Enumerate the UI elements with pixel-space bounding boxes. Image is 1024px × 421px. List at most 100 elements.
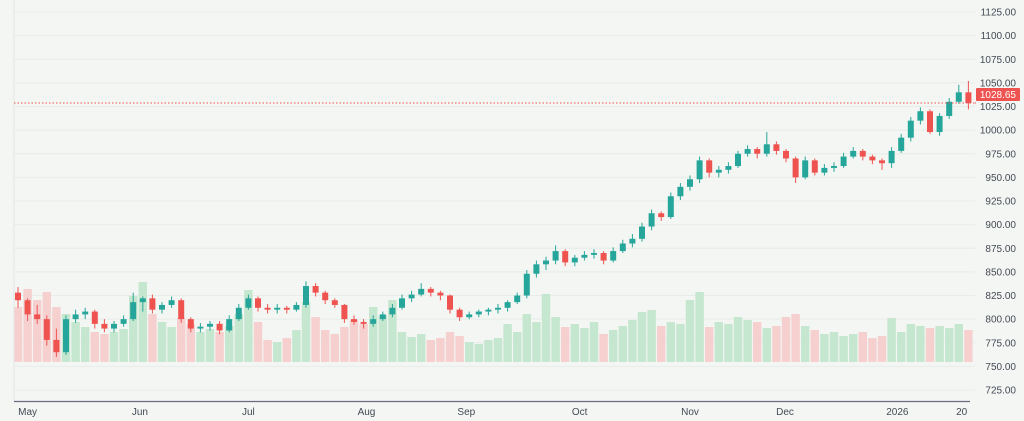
volume-bar — [599, 334, 608, 362]
candle-up — [581, 254, 588, 258]
last-price-marker: 1028.65 — [14, 88, 1020, 104]
candle-up — [735, 153, 741, 167]
volume-bar — [282, 338, 291, 362]
y-tick-label: 950.00 — [985, 173, 1016, 184]
volume-bar — [551, 317, 560, 362]
volume-bar — [349, 320, 359, 362]
volume-bar — [954, 324, 963, 362]
candle-up — [475, 311, 482, 315]
candle-down — [859, 150, 866, 157]
candle-up — [946, 101, 953, 116]
volume-bar — [13, 307, 23, 362]
candle-down — [34, 314, 41, 320]
candle-down — [706, 160, 713, 173]
candle-down — [360, 321, 367, 324]
volume-bar — [263, 340, 272, 362]
y-tick-label: 1100.00 — [981, 31, 1017, 42]
y-tick-label: 1075.00 — [980, 55, 1017, 66]
candle-up — [840, 156, 847, 167]
volume-bar — [877, 336, 887, 362]
candle-down — [562, 251, 569, 263]
candle-down — [15, 292, 21, 301]
volume-bar — [445, 332, 455, 362]
x-tick-label: Nov — [681, 407, 699, 418]
volume-bar — [925, 328, 935, 362]
volume-bar — [839, 336, 848, 362]
x-tick-label: Jul — [242, 407, 255, 418]
candle-up — [226, 319, 233, 331]
candle-up — [235, 307, 242, 320]
candle-up — [72, 314, 79, 320]
volume-bar — [570, 324, 579, 362]
candle-up — [274, 307, 281, 310]
candle-up — [408, 294, 415, 299]
y-tick-label: 725.00 — [985, 386, 1016, 397]
candle-up — [533, 264, 540, 274]
candle-down — [437, 292, 444, 296]
volume-bar — [810, 330, 819, 362]
candle-down — [255, 298, 261, 308]
candle-up — [207, 323, 213, 327]
volume-bar — [81, 327, 90, 362]
candle-up — [831, 166, 837, 168]
candle-down — [869, 156, 876, 161]
volume-bar — [186, 324, 195, 362]
time-axis[interactable]: May Jun Jul Aug Sep Oct Nov Dec 2026 20 — [18, 407, 968, 418]
volume-bar — [887, 318, 896, 362]
candle-up — [111, 323, 117, 329]
volume-bar — [676, 324, 685, 362]
y-tick-label: 775.00 — [985, 338, 1016, 349]
volume-bar — [244, 290, 253, 362]
volume-bar — [829, 332, 839, 362]
volume-bar — [781, 317, 791, 362]
y-tick-label: 975.00 — [985, 149, 1016, 160]
volume-bar — [321, 330, 330, 362]
volume-bar — [225, 326, 234, 362]
candle-down — [178, 300, 185, 320]
volume-bar — [90, 332, 99, 362]
volume-bar — [436, 338, 445, 362]
volume-bar — [695, 292, 704, 362]
candle-up — [168, 300, 175, 305]
volume-bar — [273, 342, 282, 362]
candle-down — [792, 158, 799, 178]
candle-down — [43, 319, 50, 340]
y-tick-label: 850.00 — [985, 267, 1016, 278]
volume-bar — [657, 326, 666, 362]
y-tick-label: 900.00 — [985, 220, 1016, 231]
price-axis[interactable]: 725.00 750.00 775.00 800.00 825.00 850.00 875.… — [980, 8, 1017, 397]
candle-up — [389, 307, 396, 315]
candle-up — [466, 314, 473, 318]
candle-up — [303, 286, 309, 305]
last-price-label: 1028.65 — [980, 90, 1017, 101]
volume-bar — [138, 282, 147, 362]
candle-up — [639, 226, 645, 239]
volume-bar — [724, 324, 733, 362]
volume-bar — [369, 307, 378, 362]
volume-bar — [541, 294, 551, 362]
candle-down — [53, 339, 60, 353]
candle-up — [514, 295, 521, 303]
candle-up — [379, 314, 386, 320]
volume-bar — [205, 329, 215, 362]
candle-up — [802, 160, 809, 178]
volume-bar — [109, 332, 119, 362]
candle-up — [888, 150, 895, 164]
x-tick-label: 20 — [956, 407, 968, 418]
volume-bar — [637, 312, 647, 362]
candle-up — [418, 288, 425, 295]
volume-bar — [292, 330, 301, 362]
volume-bar — [397, 332, 407, 362]
candle-up — [763, 144, 770, 154]
volume-bar — [119, 329, 128, 362]
x-tick-label: May — [18, 407, 37, 418]
volume-bar — [426, 340, 435, 362]
volume-bar — [733, 317, 743, 362]
candle-up — [571, 257, 578, 263]
candle-up — [907, 120, 914, 138]
volume-bar — [503, 324, 512, 362]
candle-up — [619, 243, 626, 252]
volume-bar — [196, 332, 205, 362]
volume-bar — [945, 328, 954, 362]
